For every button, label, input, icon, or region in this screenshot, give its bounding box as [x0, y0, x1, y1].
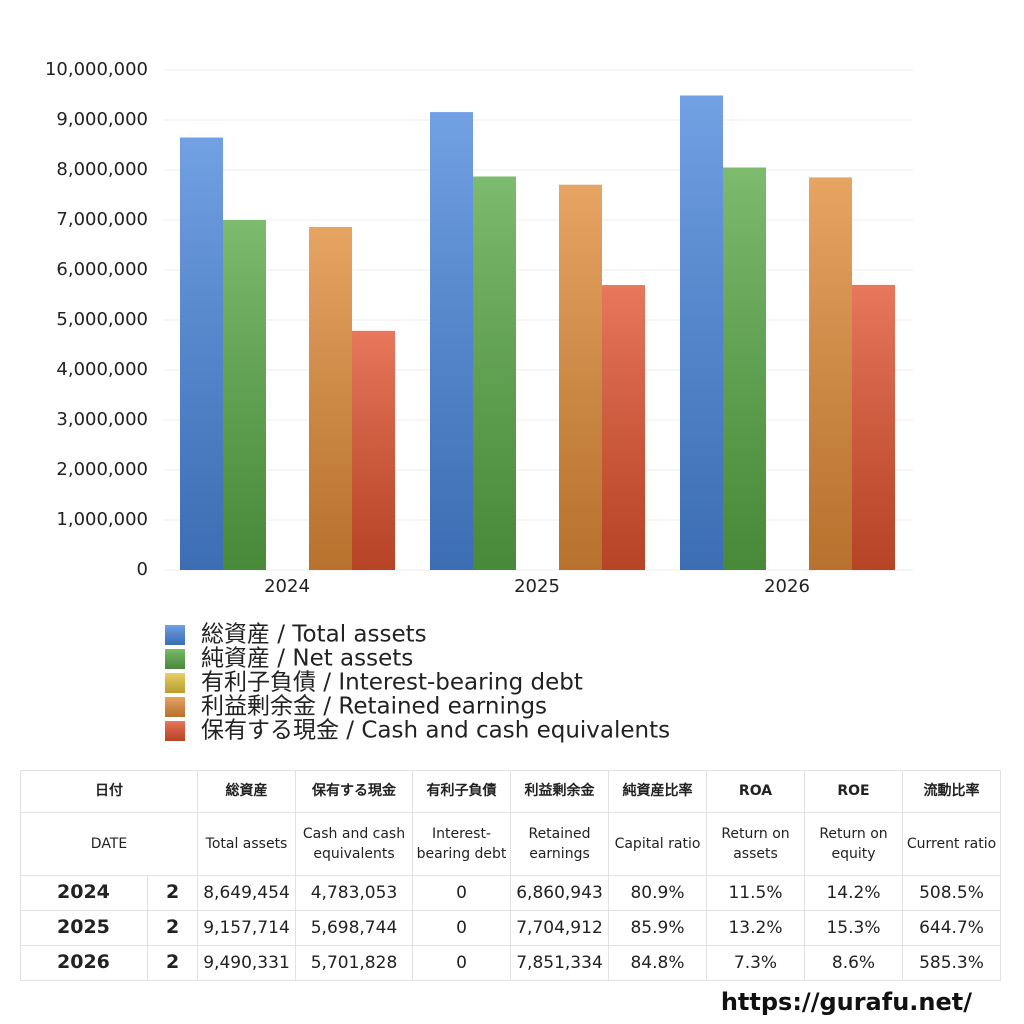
y-tick-label: 8,000,000 [56, 159, 148, 180]
bar-shade [723, 167, 766, 570]
legend-label: 保有する現金 / Cash and cash equivalents [201, 718, 670, 744]
table-cell: 利益剰余金 [510, 770, 609, 813]
table-cell: 9,157,714 [197, 910, 296, 946]
bar-shade [473, 176, 516, 570]
table-cell: 644.7% [902, 910, 1001, 946]
x-tick-label: 2025 [514, 576, 560, 597]
y-tick-label: 0 [137, 559, 148, 580]
table-cell: 2025 [20, 910, 148, 946]
table-cell: 7.3% [706, 945, 805, 981]
table-cell: 7,851,334 [510, 945, 609, 981]
y-tick-label: 2,000,000 [56, 459, 148, 480]
table-cell: 5,701,828 [295, 945, 413, 981]
table-cell: 0 [412, 875, 511, 911]
table-cell: 585.3% [902, 945, 1001, 981]
table-cell: Current ratio [902, 812, 1001, 876]
table-cell: 0 [412, 910, 511, 946]
legend-label: 有利子負債 / Interest-bearing debt [201, 670, 583, 696]
table-cell: Cash and cash equivalents [295, 812, 413, 876]
table-cell: 流動比率 [902, 770, 1001, 813]
x-tick-label: 2026 [764, 576, 810, 597]
bar-shade [430, 112, 473, 570]
chart: 0 1,000,000 2,000,000 3,000,000 4,000,000 5,0… [45, 59, 913, 744]
table-cell: 保有する現金 [295, 770, 413, 813]
table-cell: 2 [147, 945, 198, 981]
table-cell: 11.5% [706, 875, 805, 911]
table-cell: 日付 [20, 770, 198, 813]
bar-shade [559, 184, 602, 570]
table-cell: 84.8% [608, 945, 707, 981]
table-row: DATE Total assets Cash and cash equivalent… [20, 812, 1001, 876]
legend-swatch-shade [165, 625, 185, 645]
table-cell: 7,704,912 [510, 910, 609, 946]
y-tick-label: 9,000,000 [56, 109, 148, 130]
table-cell: ROA [706, 770, 805, 813]
table-cell: 80.9% [608, 875, 707, 911]
table-cell: 15.3% [804, 910, 903, 946]
table-cell: 508.5% [902, 875, 1001, 911]
y-tick-label: 5,000,000 [56, 309, 148, 330]
table-row: 2024 2 8,649,454 4,783,053 0 6,860,943 80.9% 11… [20, 875, 1001, 911]
bar-shade [852, 284, 895, 570]
y-tick-label: 3,000,000 [56, 409, 148, 430]
legend-swatch-shade [165, 649, 185, 669]
table-cell: 2 [147, 875, 198, 911]
table-row: 2025 2 9,157,714 5,698,744 0 7,704,912 85.9% 13… [20, 910, 1001, 946]
table-row: 日付 総資産 保有する現金 有利子負債 利益剰余金 純資産比率 ROA ROE 流動比率 [20, 770, 1001, 813]
table-cell: 0 [412, 945, 511, 981]
table-cell: 5,698,744 [295, 910, 413, 946]
table-cell: Retained earnings [510, 812, 609, 876]
table-cell: 8.6% [804, 945, 903, 981]
table-cell: 2024 [20, 875, 148, 911]
x-tick-label: 2024 [264, 576, 310, 597]
table-cell: 有利子負債 [412, 770, 511, 813]
bar-shade [223, 220, 266, 570]
table-cell: 総資産 [197, 770, 296, 813]
table-cell: 純資産比率 [608, 770, 707, 813]
table-cell: 4,783,053 [295, 875, 413, 911]
bar-shade [809, 177, 852, 571]
y-tick-label: 6,000,000 [56, 259, 148, 280]
legend-label: 総資産 / Total assets [201, 622, 427, 648]
data-table: 日付 総資産 保有する現金 有利子負債 利益剰余金 純資産比率 ROA ROE 流動比率 DATE… [20, 770, 1001, 981]
table-cell: Total assets [197, 812, 296, 876]
table-cell: 6,860,943 [510, 875, 609, 911]
y-tick-label: 10,000,000 [45, 59, 148, 80]
table-cell: Interest-bearing debt [412, 812, 511, 876]
bar-shade [180, 137, 223, 571]
bar-shade [309, 226, 352, 570]
legend-swatch-shade [165, 673, 185, 693]
table-cell: 8,649,454 [197, 875, 296, 911]
table-cell: ROE [804, 770, 903, 813]
bar-shade [680, 95, 723, 570]
footer-url: https://gurafu.net/ [720, 988, 972, 1016]
table-cell: Return on equity [804, 812, 903, 876]
legend-label: 利益剰余金 / Retained earnings [201, 694, 547, 720]
bar-shade [352, 330, 395, 570]
table-cell: Capital ratio [608, 812, 707, 876]
y-tick-label: 4,000,000 [56, 359, 148, 380]
y-tick-label: 7,000,000 [56, 209, 148, 230]
table-cell: 85.9% [608, 910, 707, 946]
legend-label: 純資産 / Net assets [201, 646, 413, 672]
table-row: 2026 2 9,490,331 5,701,828 0 7,851,334 84.8% 7.… [20, 945, 1001, 981]
table-cell: 9,490,331 [197, 945, 296, 981]
table-cell: 2026 [20, 945, 148, 981]
bar-shade [602, 285, 645, 570]
y-tick-label: 1,000,000 [56, 509, 148, 530]
legend-swatch-shade [165, 697, 185, 717]
table-cell: Return on assets [706, 812, 805, 876]
legend-swatch-shade [165, 721, 185, 741]
table-cell: 13.2% [706, 910, 805, 946]
table-cell: 14.2% [804, 875, 903, 911]
table-cell: DATE [20, 812, 198, 876]
table-cell: 2 [147, 910, 198, 946]
